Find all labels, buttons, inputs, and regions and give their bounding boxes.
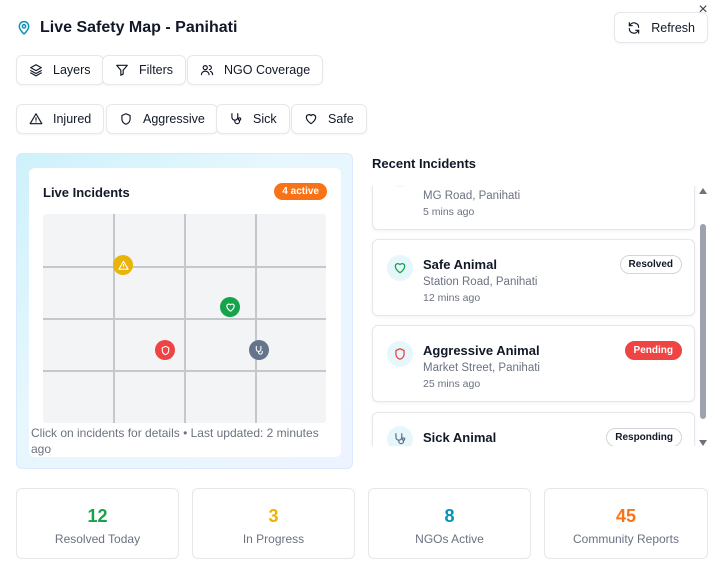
incident-card[interactable]: MG Road, Panihati 5 mins ago [372,186,695,230]
header: Live Safety Map - Panihati [16,14,237,42]
stat-label: In Progress [242,532,305,546]
shield-icon [161,345,169,355]
filter-icon [116,64,128,76]
incident-card[interactable]: Sick Animal Responding [372,412,695,446]
incident-icon [387,426,413,446]
incident-location: MG Road, Panihati [423,190,521,202]
stat-community-reports: 45 Community Reports [544,488,708,559]
incident-marker-safe[interactable] [220,297,240,317]
scroll-thumb[interactable] [700,224,706,419]
stat-value: 12 [87,506,108,526]
incident-icon [387,186,413,187]
incident-icon [387,341,413,367]
stethoscope-icon [255,345,263,355]
heart-icon [225,303,235,312]
users-icon [200,65,214,76]
filter-injured-button[interactable]: Injured [16,104,105,134]
status-badge: Resolved [619,255,682,274]
incident-marker-injured[interactable] [113,255,133,275]
incident-name: Safe Animal [423,257,497,272]
map-grid-line [43,370,326,372]
map-grid-line [43,266,326,268]
stat-value: 8 [444,506,455,526]
stat-value: 3 [268,506,279,526]
page-title: Live Safety Map - Panihati [40,19,238,36]
stat-label: NGOs Active [415,532,484,546]
filter-aggressive-label: Aggressive [143,112,205,126]
incident-time: 5 mins ago [423,206,475,218]
incident-location: Market Street, Panihati [423,362,540,374]
stat-label: Community Reports [572,532,680,546]
incident-marker-sick[interactable] [249,340,269,360]
layers-label: Layers [53,63,91,77]
shield-icon [121,113,131,125]
recent-incidents-list[interactable]: MG Road, Panihati 5 mins ago Safe Animal… [370,186,698,446]
alert-triangle-icon [29,113,43,125]
map-pin-icon [18,21,30,35]
ngo-coverage-label: NGO Coverage [224,63,311,77]
filter-sick-label: Sick [253,112,277,126]
incidents-scrollbar[interactable] [698,186,708,448]
map-title: Live Incidents [43,185,130,200]
scroll-up-arrow-icon[interactable] [699,188,707,194]
active-count-badge: 4 active [274,183,327,200]
stat-resolved-today: 12 Resolved Today [16,488,179,559]
stat-label: Resolved Today [54,532,141,546]
scroll-down-arrow-icon[interactable] [699,440,707,446]
filters-button[interactable]: Filters [102,55,187,85]
filters-label: Filters [139,63,174,77]
stat-ngos-active: 8 NGOs Active [368,488,531,559]
incident-name: Aggressive Animal [423,343,540,358]
filter-aggressive-button[interactable]: Aggressive [106,104,218,134]
incident-name: Sick Animal [423,430,497,445]
live-incidents-card: Live Incidents 4 active [16,153,353,469]
refresh-button[interactable]: Refresh [614,12,708,43]
ngo-coverage-button[interactable]: NGO Coverage [187,55,324,85]
incident-card[interactable]: Aggressive Animal Market Street, Panihat… [372,325,695,402]
close-icon[interactable]: × [698,1,708,18]
incident-time: 25 mins ago [423,378,481,390]
filter-safe-button[interactable]: Safe [291,104,367,134]
filter-safe-label: Safe [328,112,354,126]
filter-sick-button[interactable]: Sick [216,104,290,134]
incident-icon [387,255,413,281]
refresh-icon [628,21,640,34]
incident-map[interactable] [43,214,326,423]
recent-incidents-title: Recent Incidents [372,156,477,171]
shield-icon [395,348,405,360]
stethoscope-icon [395,433,406,445]
heart-icon [394,263,406,274]
status-badge: Responding [606,428,682,446]
stat-in-progress: 3 In Progress [192,488,355,559]
layers-icon [30,64,42,77]
status-badge: Pending [624,341,682,360]
incident-card[interactable]: Safe Animal Station Road, Panihati 12 mi… [372,239,695,316]
layers-button[interactable]: Layers [16,55,104,85]
alert-triangle-icon [117,260,129,270]
map-caption: Click on incidents for details • Last up… [31,426,319,456]
incident-marker-aggressive[interactable] [155,340,175,360]
incident-time: 12 mins ago [423,292,481,304]
map-grid-line [43,318,326,320]
refresh-label: Refresh [651,20,695,35]
heart-icon [305,114,317,125]
stat-value: 45 [615,506,637,526]
incident-location: Station Road, Panihati [423,276,538,288]
filter-injured-label: Injured [53,112,92,126]
live-incidents-panel: Live Incidents 4 active [29,168,341,457]
stethoscope-icon [231,113,242,125]
